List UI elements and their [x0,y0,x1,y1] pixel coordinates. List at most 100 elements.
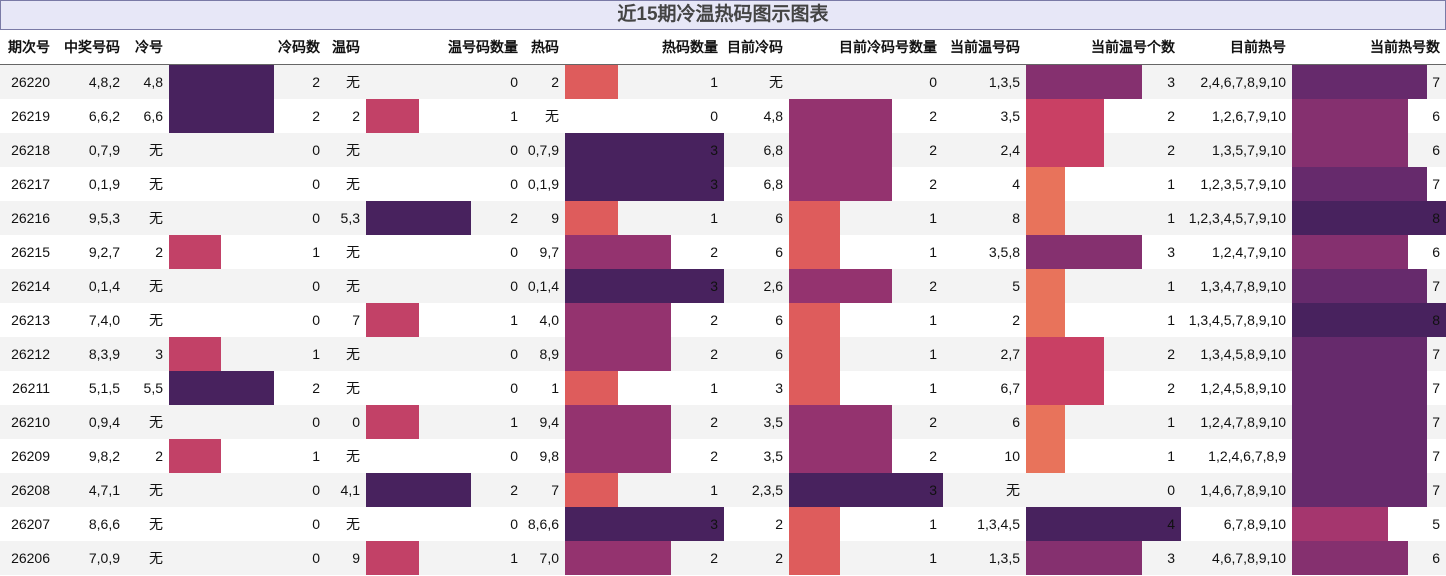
count-value: 1 [1167,278,1175,294]
count-bar [565,371,618,405]
col-header-period[interactable]: 期次号 [0,30,56,65]
col-header-cur-warm[interactable]: 当前温号码 [943,30,1026,65]
col-header-cur-cold[interactable]: 目前冷码 [724,30,789,65]
count-bar [789,133,892,167]
table-row[interactable]: 26206 7,0,9 无 0 9 1 7,0 2 2 1 1,3,5 3 4,6,7,8,9,10 6 [0,541,1446,575]
count-bar [1026,269,1065,303]
count-bar [789,235,840,269]
count-value: 7 [1432,448,1440,464]
table-row[interactable]: 26210 0,9,4 无 0 0 1 9,4 2 3,5 2 6 1 1,2,4,7,8,9,10 7 [0,405,1446,439]
cell-warm: 无 [326,64,366,99]
cell-hot-count: 2 [565,235,724,269]
cell-warm: 2 [326,99,366,133]
col-header-cur-cold-count[interactable]: 目前冷码号数量 [789,30,943,65]
table-row[interactable]: 26215 9,2,7 2 1 无 0 9,7 2 6 1 3,5,8 3 1,2,4,7,9,10 6 [0,235,1446,269]
cell-hot-count: 2 [565,337,724,371]
cell-cur-warm-count: 3 [1026,235,1181,269]
count-bar [1292,541,1408,575]
table-row[interactable]: 26208 4,7,1 无 0 4,1 2 7 1 2,3,5 3 无 0 1,4,6,7,8,9,10… [0,473,1446,507]
cell-warm: 无 [326,337,366,371]
cell-winning: 9,2,7 [56,235,126,269]
count-bar [169,65,274,99]
count-bar [366,473,471,507]
cell-warm-count: 2 [366,473,524,507]
cell-cur-cold: 6 [724,235,789,269]
count-bar [565,167,724,201]
cell-period: 26215 [0,235,56,269]
count-bar [789,439,892,473]
count-value: 1 [710,74,718,90]
count-value: 0 [312,414,320,430]
count-value: 2 [1167,346,1175,362]
count-value: 3 [929,482,937,498]
col-header-hot-count[interactable]: 热码数量 [565,30,724,65]
cell-hot-count: 0 [565,99,724,133]
cell-cur-hot: 1,3,4,5,8,9,10 [1181,337,1292,371]
table-row[interactable]: 26209 9,8,2 2 1 无 0 9,8 2 3,5 2 10 1 1,2,4,6,7,8,9 7 [0,439,1446,473]
table-row[interactable]: 26219 6,6,2 6,6 2 2 1 无 0 4,8 2 3,5 2 1,2,6,7,9,10 6 [0,99,1446,133]
cell-cur-cold-count: 3 [789,473,943,507]
cell-warm-count: 1 [366,541,524,575]
count-value: 6 [1432,550,1440,566]
cell-warm: 0 [326,405,366,439]
cell-cur-hot: 2,4,6,7,8,9,10 [1181,64,1292,99]
cell-hot-count: 3 [565,269,724,303]
cell-cur-warm-count: 1 [1026,439,1181,473]
cell-cur-cold-count: 1 [789,337,943,371]
count-value: 1 [929,244,937,260]
count-bar [789,473,943,507]
table-row[interactable]: 26212 8,3,9 3 1 无 0 8,9 2 6 1 2,7 2 1,3,4,5,8,9,10 7 [0,337,1446,371]
count-value: 2 [929,176,937,192]
cell-period: 26220 [0,64,56,99]
cell-period: 26208 [0,473,56,507]
table-row[interactable]: 26207 8,6,6 无 0 无 0 8,6,6 3 2 1 1,3,4,5 4 6,7,8,9,10… [0,507,1446,541]
count-bar [1026,303,1065,337]
table-row[interactable]: 26213 7,4,0 无 0 7 1 4,0 2 6 1 2 1 1,3,4,5,7,8,9,10 8 [0,303,1446,337]
col-header-cold-count[interactable]: 冷码数 [169,30,326,65]
table-row[interactable]: 26220 4,8,2 4,8 2 无 0 2 1 无 0 1,3,5 3 2,4,6,7,8,9,10… [0,64,1446,99]
table-row[interactable]: 26214 0,1,4 无 0 无 0 0,1,4 3 2,6 2 5 1 1,3,4,7,8,9,10… [0,269,1446,303]
cell-cur-warm-count: 1 [1026,303,1181,337]
cell-cur-hot: 1,2,4,5,8,9,10 [1181,371,1292,405]
col-header-warm-count[interactable]: 温号码数量 [366,30,524,65]
cell-hot-count: 1 [565,371,724,405]
table-row[interactable]: 26218 0,7,9 无 0 无 0 0,7,9 3 6,8 2 2,4 2 1,3,5,7,9,10… [0,133,1446,167]
table-row[interactable]: 26216 9,5,3 无 0 5,3 2 9 1 6 1 8 1 1,2,3,4,5,7,9,10 8 [0,201,1446,235]
col-header-cur-warm-count[interactable]: 当前温号个数 [1026,30,1181,65]
cell-period: 26211 [0,371,56,405]
count-value: 1 [929,380,937,396]
count-bar [169,235,221,269]
col-header-cur-hot-count[interactable]: 当前热号数 [1292,30,1446,65]
cell-cur-warm: 2,4 [943,133,1026,167]
col-header-warm[interactable]: 温码 [326,30,366,65]
cell-cur-cold-count: 1 [789,541,943,575]
cell-warm-count: 0 [366,133,524,167]
cell-warm: 无 [326,439,366,473]
col-header-hot[interactable]: 热码 [524,30,565,65]
cell-cold-count: 1 [169,235,326,269]
col-header-cold[interactable]: 冷号 [126,30,169,65]
cell-cur-hot: 6,7,8,9,10 [1181,507,1292,541]
cell-cold: 6,6 [126,99,169,133]
count-bar [565,439,671,473]
cell-cold-count: 0 [169,541,326,575]
count-value: 1 [1167,210,1175,226]
count-bar [1026,167,1065,201]
count-value: 1 [1167,312,1175,328]
table-row[interactable]: 26211 5,1,5 5,5 2 无 0 1 1 3 1 6,7 2 1,2,4,5,8,9,10 7 [0,371,1446,405]
count-value: 2 [1167,142,1175,158]
cell-cur-cold: 无 [724,64,789,99]
count-bar [169,99,274,133]
col-header-cur-hot[interactable]: 目前热号 [1181,30,1292,65]
cell-cur-cold-count: 1 [789,371,943,405]
cell-cold-count: 1 [169,439,326,473]
count-value: 3 [710,516,718,532]
table-row[interactable]: 26217 0,1,9 无 0 无 0 0,1,9 3 6,8 2 4 1 1,2,3,5,7,9,10… [0,167,1446,201]
cell-cur-hot-count: 7 [1292,371,1446,405]
cell-winning: 5,1,5 [56,371,126,405]
cell-cur-cold: 3 [724,371,789,405]
cell-cur-warm-count: 1 [1026,269,1181,303]
cell-cur-warm-count: 2 [1026,99,1181,133]
cell-warm: 无 [326,133,366,167]
col-header-winning[interactable]: 中奖号码 [56,30,126,65]
